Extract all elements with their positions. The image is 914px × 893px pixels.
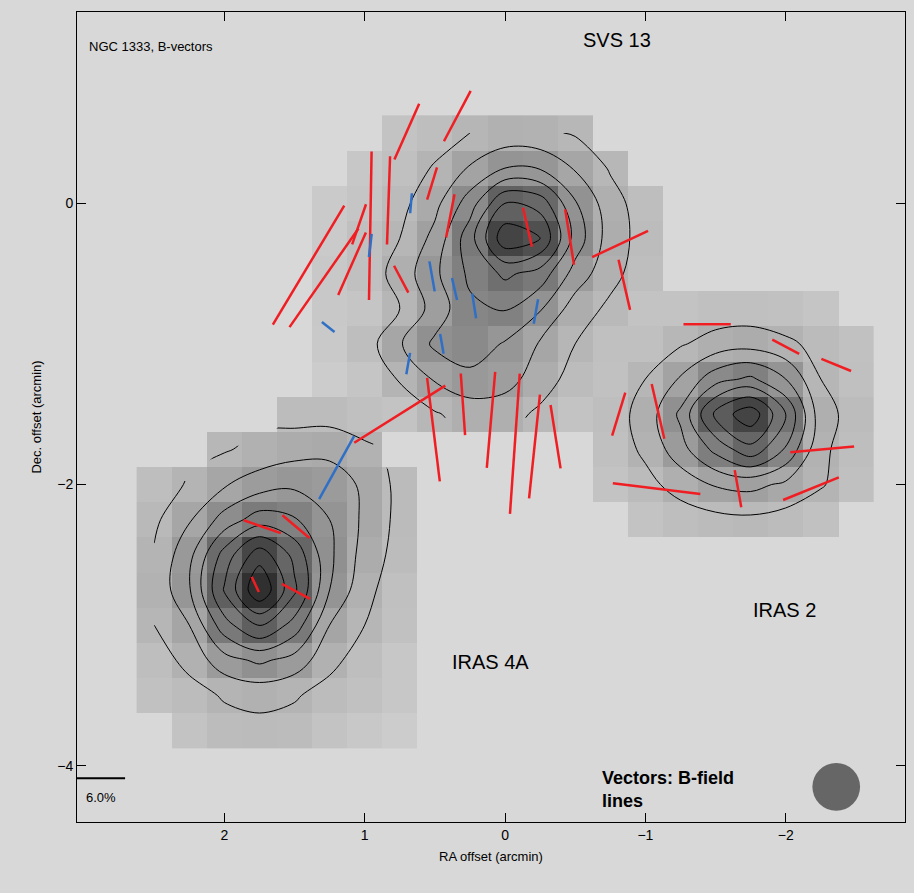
svg-text:SVS 13: SVS 13 [583, 29, 651, 51]
svg-text:6.0%: 6.0% [86, 790, 116, 805]
svg-text:−4: −4 [57, 758, 73, 774]
svg-text:2: 2 [220, 827, 228, 843]
svg-text:−1: −1 [637, 827, 653, 843]
svg-text:Vectors: B-fieldlines: Vectors: B-fieldlines [602, 768, 734, 811]
svg-text:NGC 1333, B-vectors: NGC 1333, B-vectors [89, 39, 213, 54]
svg-text:−2: −2 [57, 476, 73, 492]
svg-text:0: 0 [501, 827, 509, 843]
svg-text:1: 1 [361, 827, 369, 843]
svg-text:RA offset (arcmin): RA offset (arcmin) [439, 849, 543, 864]
svg-text:−2: −2 [778, 827, 794, 843]
svg-text:0: 0 [65, 195, 73, 211]
svg-text:IRAS 2: IRAS 2 [753, 599, 816, 621]
svg-text:Dec. offset (arcmin): Dec. offset (arcmin) [29, 360, 44, 473]
svg-text:IRAS 4A: IRAS 4A [452, 651, 529, 673]
